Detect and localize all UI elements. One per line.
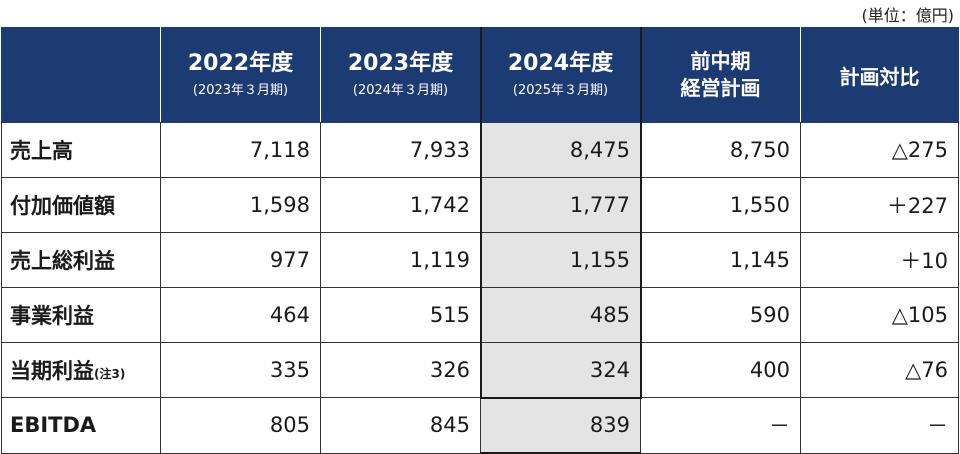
- cell-value: 977: [160, 232, 321, 288]
- table-row: 売上高 7,118 7,933 8,475 8,750 △275: [1, 122, 959, 178]
- cell-value: 8,750: [640, 122, 801, 178]
- header-prev-plan-line1: 前中期: [690, 49, 751, 73]
- header-fy2022-sub: (2023年３月期): [192, 83, 289, 98]
- cell-value: 464: [160, 287, 321, 343]
- cell-value: △275: [800, 122, 959, 178]
- cell-value: ＋227: [800, 177, 959, 233]
- cell-value: 590: [640, 287, 801, 343]
- row-label: 付加価値額: [1, 177, 161, 233]
- header-fy2023: 2023年度 (2024年３月期): [320, 27, 481, 123]
- cell-value: 1,598: [160, 177, 321, 233]
- header-prev-plan: 前中期 経営計画: [640, 27, 801, 123]
- cell-value: △105: [800, 287, 959, 343]
- cell-value: 845: [320, 397, 481, 454]
- cell-value: 335: [160, 342, 321, 398]
- table-row: EBITDA 805 845 839 － －: [1, 397, 959, 454]
- financial-table: 2022年度 (2023年３月期) 2023年度 (2024年３月期) 2024…: [1, 27, 959, 454]
- cell-value: ＋10: [800, 232, 959, 288]
- cell-value-highlight: 839: [480, 397, 641, 454]
- cell-value: 7,933: [320, 122, 481, 178]
- header-fy2024-year: 2024年度: [507, 51, 614, 76]
- row-label: 売上高: [1, 122, 161, 178]
- header-fy2024: 2024年度 (2025年３月期): [480, 27, 641, 123]
- cell-value: 1,742: [320, 177, 481, 233]
- cell-value: 1,119: [320, 232, 481, 288]
- header-prev-plan-line2: 経営計画: [680, 76, 761, 100]
- table-row: 付加価値額 1,598 1,742 1,777 1,550 ＋227: [1, 177, 959, 233]
- row-label: 売上総利益: [1, 232, 161, 288]
- header-plan-comparison: 計画対比: [800, 27, 959, 123]
- cell-value: 515: [320, 287, 481, 343]
- header-corner: [1, 27, 161, 123]
- row-label: 事業利益: [1, 287, 161, 343]
- header-fy2022-year: 2022年度: [187, 51, 294, 76]
- cell-value: 805: [160, 397, 321, 454]
- header-row: 2022年度 (2023年３月期) 2023年度 (2024年３月期) 2024…: [1, 27, 959, 123]
- table-row: 事業利益 464 515 485 590 △105: [1, 287, 959, 343]
- cell-value: 400: [640, 342, 801, 398]
- header-fy2024-sub: (2025年３月期): [512, 83, 609, 98]
- cell-value-highlight: 324: [480, 342, 641, 398]
- header-plan-comparison-label: 計画対比: [839, 64, 920, 89]
- cell-value-highlight: 8,475: [480, 122, 641, 178]
- footnote-marker: (注3): [94, 367, 126, 381]
- header-fy2023-year: 2023年度: [347, 51, 454, 76]
- cell-value: 7,118: [160, 122, 321, 178]
- row-label: EBITDA: [1, 397, 161, 454]
- cell-value: －: [640, 397, 801, 454]
- cell-value-highlight: 1,777: [480, 177, 641, 233]
- cell-value: 1,145: [640, 232, 801, 288]
- cell-value: △76: [800, 342, 959, 398]
- cell-value: －: [800, 397, 959, 454]
- cell-value-highlight: 485: [480, 287, 641, 343]
- cell-value: 326: [320, 342, 481, 398]
- header-fy2023-sub: (2024年３月期): [352, 83, 449, 98]
- unit-note: (単位：億円): [861, 6, 955, 25]
- row-label: 当期利益(注3): [1, 342, 161, 398]
- table-row: 売上総利益 977 1,119 1,155 1,145 ＋10: [1, 232, 959, 288]
- header-fy2022: 2022年度 (2023年３月期): [160, 27, 321, 123]
- table-row: 当期利益(注3) 335 326 324 400 △76: [1, 342, 959, 398]
- cell-value: 1,550: [640, 177, 801, 233]
- cell-value-highlight: 1,155: [480, 232, 641, 288]
